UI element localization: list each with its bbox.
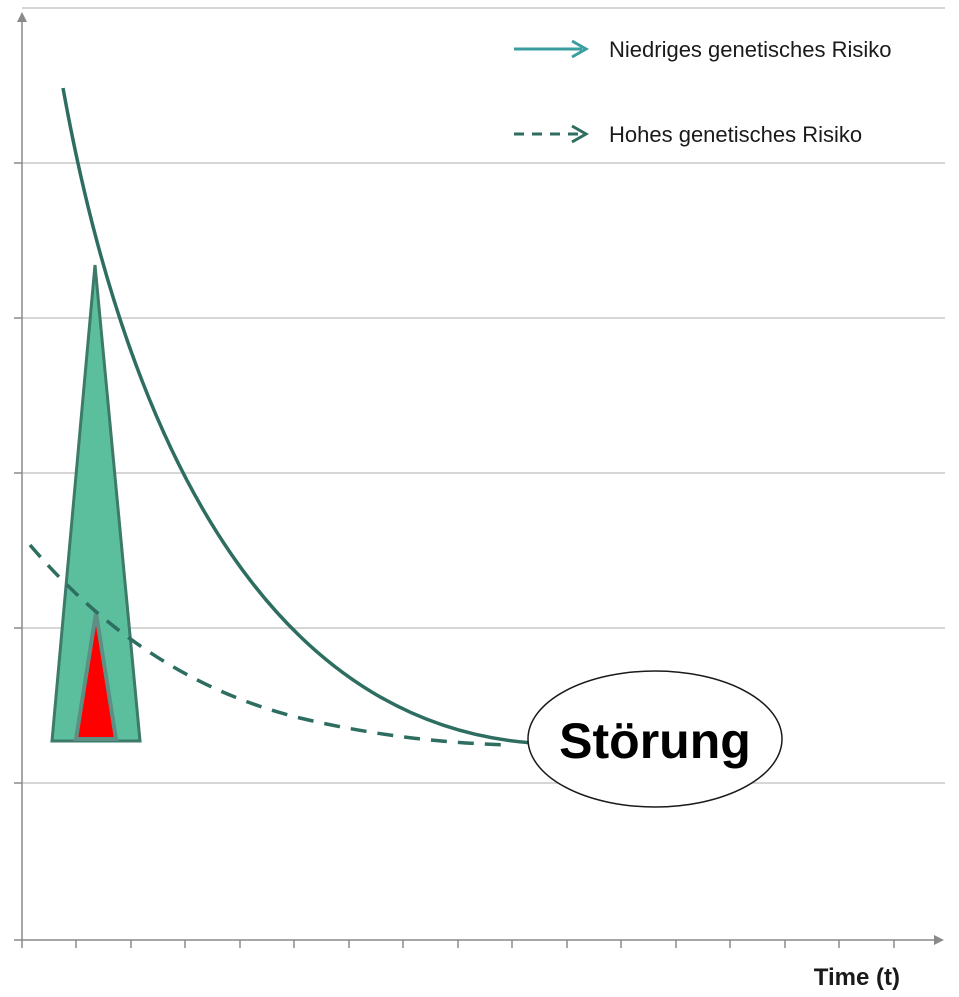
y-axis-ticks — [14, 162, 22, 784]
x-axis-ticks — [21, 940, 895, 948]
legend: Niedriges genetisches Risiko Hohes genet… — [514, 37, 891, 147]
outcome-label: Störung — [559, 713, 751, 769]
low-risk-curve — [61, 87, 558, 751]
inner-triangle — [73, 612, 119, 741]
legend-high-risk-label: Hohes genetisches Risiko — [609, 122, 862, 147]
legend-dashed-arrowhead — [571, 124, 590, 144]
legend-low-risk-label: Niedriges genetisches Risiko — [609, 37, 891, 62]
x-axis-label: Time (t) — [814, 964, 900, 991]
legend-solid-arrowhead — [571, 39, 590, 59]
grid-lines — [22, 7, 945, 784]
high-risk-curve — [28, 543, 511, 747]
outcome-ellipse — [527, 670, 783, 808]
